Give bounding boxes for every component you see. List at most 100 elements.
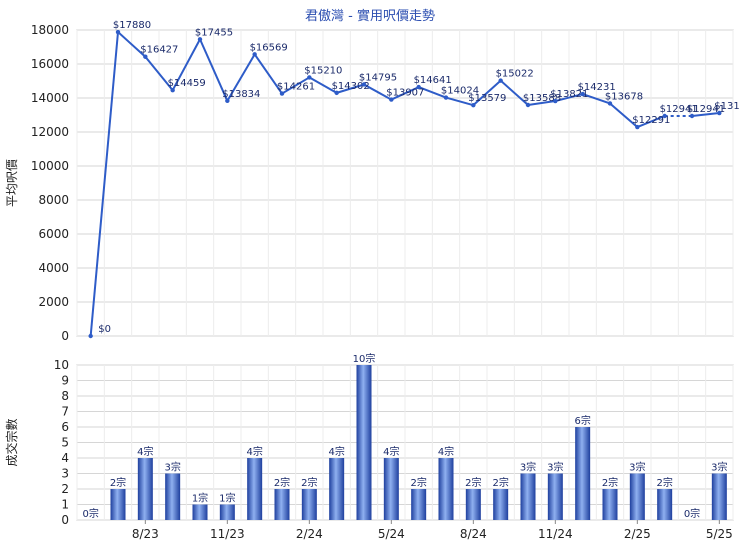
price-point <box>580 91 585 97</box>
price-point <box>689 113 695 119</box>
volume-bar <box>274 489 290 520</box>
volume-data-label: 3宗 <box>629 461 645 474</box>
price-y-tick-label: 6000 <box>38 227 69 241</box>
price-line-segment <box>582 93 611 105</box>
price-point <box>662 113 667 119</box>
volume-data-label: 3宗 <box>164 461 180 474</box>
price-y-tick-label: 4000 <box>38 261 69 275</box>
price-data-label: $12941 <box>660 104 698 115</box>
volume-bar <box>575 427 591 520</box>
price-y-tick-label: 8000 <box>38 193 69 207</box>
volume-data-label: 3宗 <box>520 461 536 474</box>
volume-data-label: 1宗 <box>219 492 235 505</box>
price-y-tick-label: 0 <box>61 329 69 343</box>
price-point <box>361 82 367 87</box>
price-line-segment <box>390 86 420 101</box>
volume-data-label: 3宗 <box>547 461 563 474</box>
volume-bar <box>629 473 645 520</box>
volume-bar <box>247 458 263 520</box>
price-point <box>717 110 722 116</box>
price-line-segment <box>418 86 447 99</box>
volume-bar <box>329 458 345 520</box>
volume-data-label: 4宗 <box>246 445 262 458</box>
price-y-tick-label: 18000 <box>31 23 69 37</box>
price-point <box>498 78 503 83</box>
price-line-segment <box>609 102 638 128</box>
chart-title: 君傲灣 - 實用呎價走勢 <box>305 8 435 24</box>
price-point <box>443 95 449 100</box>
volume-data-label: 4宗 <box>137 445 153 458</box>
volume-bar <box>110 489 126 520</box>
volume-data-label: 2宗 <box>465 476 481 489</box>
volume-data-label: 2宗 <box>274 476 290 489</box>
price-line-segment <box>199 38 229 102</box>
price-point <box>607 101 613 106</box>
price-line-segment <box>308 76 338 94</box>
volume-y-tick-label: 10 <box>54 358 69 372</box>
price-data-label: $15022 <box>496 69 534 80</box>
volume-y-tick-label: 3 <box>61 467 69 481</box>
volume-bar <box>711 473 727 520</box>
price-line-segment <box>89 31 119 337</box>
price-data-label: $14459 <box>168 78 206 89</box>
price-line-segment <box>281 76 310 95</box>
volume-y-tick-label: 9 <box>61 374 69 388</box>
price-point <box>88 333 93 339</box>
volume-data-label: 10宗 <box>353 352 376 365</box>
volume-y-tick-label: 2 <box>61 482 69 496</box>
price-data-label: $16427 <box>140 45 178 56</box>
price-point <box>635 124 640 130</box>
price-line-segment <box>527 100 556 106</box>
price-data-label: $16569 <box>250 42 288 53</box>
price-point <box>553 98 558 104</box>
price-line-segment <box>500 79 529 106</box>
volume-panel: 01 23 45 67 89 10 成交宗數 0宗 2宗 4宗 3宗 1宗 1宗 4宗 2宗 2宗 4宗 10宗 4… <box>4 352 734 541</box>
price-data-label: $0 <box>98 324 111 335</box>
price-data-label: $15210 <box>304 65 342 76</box>
price-panel: 0 2000 4000 6000 8000 10000 12000 14000 16000 180… <box>5 20 740 343</box>
price-point <box>197 37 203 42</box>
x-axis-tick-label: 2/25 <box>624 527 651 541</box>
volume-y-tick-label: 8 <box>61 389 69 403</box>
volume-data-label: 3宗 <box>711 461 727 474</box>
price-line-segment <box>636 115 666 128</box>
price-line-segment <box>691 112 720 117</box>
volume-bar <box>547 473 563 520</box>
price-point <box>279 91 285 96</box>
price-data-label: $13588 <box>523 93 561 104</box>
price-data-label: $14231 <box>578 82 616 93</box>
price-y-tick-label: 12000 <box>31 125 69 139</box>
x-axis-tick-label: 11/23 <box>210 527 245 541</box>
price-line-segment <box>472 79 502 106</box>
volume-data-label: 2宗 <box>492 476 508 489</box>
volume-data-label: 2宗 <box>301 476 317 489</box>
price-data-label: $12941 <box>687 104 725 115</box>
price-point <box>525 102 531 108</box>
x-axis-tick-label: 5/25 <box>706 527 733 541</box>
volume-bar <box>520 473 536 520</box>
volume-data-label: 2宗 <box>110 476 126 489</box>
price-line-segment <box>363 83 392 101</box>
price-data-label: $14261 <box>277 82 315 93</box>
volume-y-tick-label: 0 <box>61 513 69 527</box>
price-point <box>115 29 121 35</box>
price-line-segment <box>144 56 174 91</box>
volume-bar <box>165 473 181 520</box>
price-data-label: $12291 <box>632 115 670 126</box>
price-point <box>143 54 148 59</box>
volume-data-label: 2宗 <box>656 476 672 489</box>
volume-data-label: 0宗 <box>684 507 700 520</box>
price-point <box>471 102 476 108</box>
x-axis-tick-label: 8/24 <box>460 527 487 541</box>
price-line-segment <box>117 31 147 58</box>
price-y-tick-label: 14000 <box>31 91 69 105</box>
volume-bar <box>438 458 454 520</box>
price-line-segment <box>226 53 256 102</box>
volume-y-axis-label: 成交宗數 <box>4 418 19 466</box>
volume-y-tick-label: 7 <box>61 405 69 419</box>
price-line-segment <box>555 93 583 103</box>
volume-data-label: 4宗 <box>438 445 454 458</box>
volume-bar <box>657 489 673 520</box>
volume-data-label: 0宗 <box>82 507 98 520</box>
